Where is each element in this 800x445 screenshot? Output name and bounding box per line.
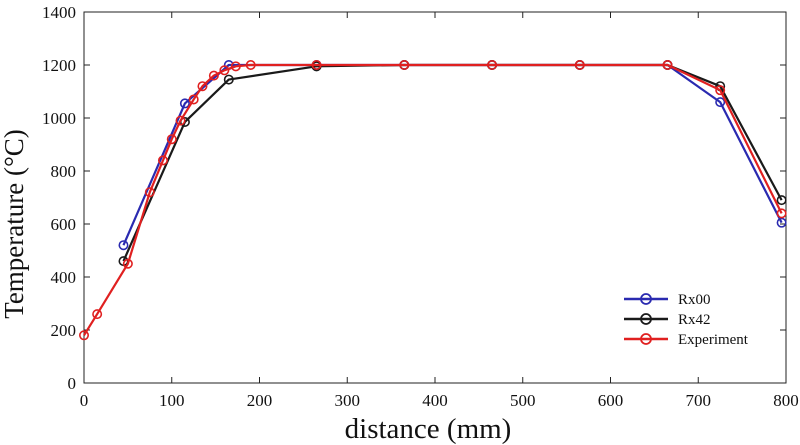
data-point	[715, 85, 726, 96]
axes: 0 100 200 300 400 500 600 700 800 0 200 400 600 800 10…	[42, 3, 799, 410]
data-point	[245, 59, 256, 70]
series-rx42	[118, 59, 787, 267]
x-tick-label: 400	[422, 391, 448, 410]
data-point	[157, 155, 168, 166]
series-line	[122, 63, 783, 262]
y-axis-title: Temperature (°C)	[0, 129, 29, 319]
legend-item: Experiment	[624, 332, 749, 348]
y-tick-label: 1200	[42, 56, 76, 75]
data-point	[662, 59, 673, 70]
data-point	[399, 59, 410, 70]
data-point	[574, 59, 585, 70]
data-point	[487, 59, 498, 70]
legend-item: Rx42	[624, 312, 711, 328]
x-tick-label: 100	[159, 391, 185, 410]
x-tick-label: 600	[598, 391, 624, 410]
legend: Rx00 Rx42 Experiment	[624, 292, 749, 348]
legend-swatch-marker	[640, 313, 652, 325]
series-line	[83, 63, 783, 336]
data-point	[776, 195, 787, 206]
data-point	[92, 309, 103, 320]
x-tick-label: 0	[80, 391, 89, 410]
data-point	[223, 74, 234, 85]
data-point	[188, 94, 199, 105]
data-point	[208, 70, 219, 81]
series-layer	[79, 59, 787, 341]
x-tick-label: 800	[773, 391, 799, 410]
data-point	[118, 240, 129, 251]
y-tick-label: 200	[51, 321, 77, 340]
x-axis-title: distance (mm)	[345, 413, 512, 445]
legend-swatch-marker	[640, 333, 652, 345]
data-point	[776, 208, 787, 219]
data-point	[219, 65, 230, 76]
legend-label: Rx42	[678, 312, 711, 328]
data-point	[144, 187, 155, 198]
y-tick-label: 1000	[42, 109, 76, 128]
data-point	[776, 217, 787, 228]
legend-swatch-marker	[640, 293, 652, 305]
x-tick-label: 300	[335, 391, 361, 410]
data-point	[715, 97, 726, 108]
data-point	[230, 61, 241, 72]
y-tick-label: 600	[51, 215, 77, 234]
x-tick-label: 200	[247, 391, 273, 410]
data-point	[197, 81, 208, 92]
series-experiment	[79, 59, 787, 341]
data-point	[179, 98, 190, 109]
y-tick-label: 800	[51, 162, 77, 181]
x-tick-label: 700	[686, 391, 712, 410]
legend-item: Rx00	[624, 292, 711, 308]
data-point	[166, 134, 177, 145]
data-point	[122, 258, 133, 269]
legend-label: Experiment	[678, 332, 749, 348]
legend-label: Rx00	[678, 292, 711, 308]
data-point	[311, 59, 322, 70]
x-tick-label: 500	[510, 391, 536, 410]
data-point	[79, 330, 90, 341]
y-tick-label: 1400	[42, 3, 76, 22]
data-point	[175, 115, 186, 126]
y-tick-label: 0	[68, 374, 77, 393]
series-line	[122, 63, 783, 246]
y-tick-label: 400	[51, 268, 77, 287]
